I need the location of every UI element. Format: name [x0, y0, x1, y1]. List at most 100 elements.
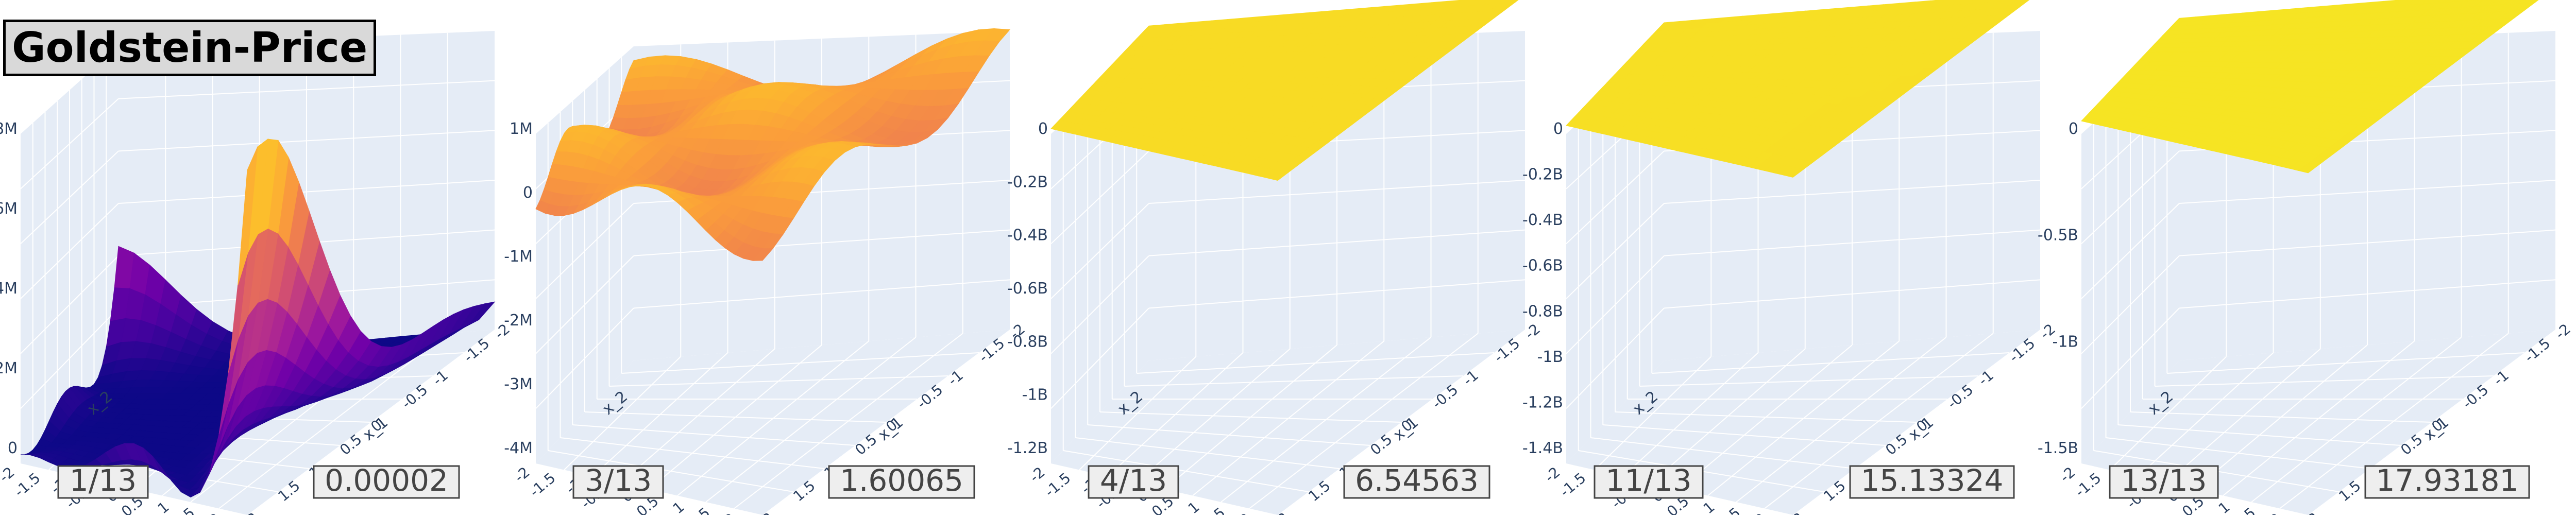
y-tick-label: 1.5 — [1200, 504, 1228, 515]
surface — [535, 28, 1011, 261]
z-tick-label: -1M — [504, 248, 533, 266]
z-tick-label: -1.2B — [1522, 393, 1563, 411]
value-label-box — [2364, 465, 2530, 499]
y-tick-label: 1 — [155, 498, 173, 515]
value-label: 6.54563 — [1343, 463, 1490, 499]
z-tick-label: -0.2B — [1522, 166, 1563, 184]
frame-label-box — [572, 465, 664, 499]
y-tick-label: 1.5 — [1715, 504, 1743, 515]
y-tick-label: 1.5 — [685, 504, 713, 515]
y-tick-label: -2 — [511, 463, 533, 486]
value-label-box — [828, 465, 975, 499]
frame-label-box — [57, 465, 149, 499]
frame-label: 3/13 — [572, 463, 664, 499]
y-tick-label: 1 — [670, 498, 688, 515]
frame-label-box — [1594, 465, 1704, 499]
subplot-4: -1.4B -1.2B -1B -0.8B -0.6B -0.4B -0.2B 0 -2-1.5… — [1522, 0, 2059, 517]
y-tick-label: 1.5 — [2230, 504, 2259, 515]
surface-patch — [1783, 167, 1804, 178]
y-tick-label: -2 — [1026, 463, 1048, 486]
z-tick-label: 0.8M — [0, 120, 18, 138]
z-tick-label: -1.2B — [1007, 439, 1048, 457]
z-tick-label: -1B — [1022, 386, 1048, 404]
surface-patch — [1267, 170, 1289, 181]
z-tick-label: -0.8B — [1007, 333, 1048, 351]
surface-patch — [2298, 163, 2319, 174]
y-tick-label: -2 — [0, 463, 18, 486]
y-tick-label: 2 — [2267, 510, 2285, 515]
value-label-box — [313, 465, 460, 499]
z-tick-label: 1M — [510, 120, 533, 138]
surface-patch — [238, 146, 258, 285]
y-tick-label: 2 — [1236, 510, 1255, 515]
frame-label: 11/13 — [1594, 463, 1704, 499]
z-tick-label: -2M — [504, 312, 533, 330]
value-label: 17.93181 — [2364, 463, 2530, 499]
y-tick-label: 2 — [206, 510, 224, 515]
z-tick-label: -0.4B — [1007, 227, 1048, 245]
y-tick-label: 2 — [1752, 510, 1770, 515]
z-tick-label: -4M — [504, 439, 533, 457]
z-tick-label: 0 — [1553, 120, 1563, 138]
z-tick-label: -3M — [504, 375, 533, 393]
figure-title: Goldstein-Price — [3, 20, 377, 76]
frame-label: 13/13 — [2109, 463, 2219, 499]
surface — [2081, 0, 2539, 174]
z-tick-label: -0.6B — [1522, 257, 1563, 275]
y-tick-label: -1.5 — [1041, 469, 1074, 500]
z-tick-label: -1B — [2053, 333, 2079, 351]
y-tick-label: 1 — [2215, 498, 2233, 515]
frame-label-text: 1/13 — [70, 463, 137, 498]
z-tick-label: -0.6B — [1007, 280, 1048, 298]
z-tick-label: -1.4B — [1522, 439, 1563, 457]
z-tick-label: -0.8B — [1522, 302, 1563, 320]
value-label: 0.00002 — [313, 463, 460, 499]
subplot-1: 00.2M0.4M0.6M0.8M-2-1.5-1-0.500.511.52-2… — [0, 31, 513, 517]
frame-label-text: 13/13 — [2121, 463, 2207, 498]
surface — [1566, 0, 2030, 178]
frame-label: 4/13 — [1088, 463, 1179, 499]
frame-label-box — [2109, 465, 2219, 499]
frame-label-box — [1088, 465, 1179, 499]
subplot-5: -1.5B-1B-0.5B0-2-1.5-1-0.500.511.52-2-1.… — [2038, 0, 2574, 517]
surface-patch — [752, 248, 774, 261]
value-label: 15.13324 — [1849, 463, 2015, 499]
subplot-2: -4M-3M-2M-1M01M-2-1.5-1-0.500.511.52-2-1… — [504, 28, 1028, 517]
value-label-text: 15.13324 — [1861, 463, 2004, 498]
frame-label: 1/13 — [57, 463, 149, 499]
y-tick-label: -2 — [1541, 463, 1564, 486]
z-tick-label: 0 — [523, 184, 533, 202]
y-tick-label: 1.5 — [170, 504, 198, 515]
y-tick-label: -1.5 — [1556, 469, 1589, 500]
z-tick-label: -0.4B — [1522, 211, 1563, 229]
y-tick-label: -2 — [2057, 463, 2079, 486]
value-label-text: 0.00002 — [325, 463, 448, 498]
z-tick-label: 0 — [8, 439, 18, 457]
frame-label-text: 11/13 — [1605, 463, 1691, 498]
z-tick-label: -1.5B — [2038, 439, 2078, 457]
surface — [20, 138, 496, 498]
y-tick-label: 1 — [1700, 498, 1718, 515]
z-tick-label: 0 — [1038, 120, 1048, 138]
value-label-text: 1.60065 — [840, 463, 963, 498]
frame-label-text: 4/13 — [1100, 463, 1167, 498]
y-tick-label: -1.5 — [2072, 469, 2104, 500]
value-label-box — [1849, 465, 2015, 499]
y-tick-label: -1.5 — [526, 469, 558, 500]
value-label-box — [1343, 465, 1490, 499]
frame-label-text: 3/13 — [585, 463, 652, 498]
z-tick-label: -1B — [1537, 348, 1564, 366]
subplot-3: -1.2B-1B-0.8B-0.6B-0.4B-0.2B0-2-1.5-1-0.… — [1007, 0, 1544, 517]
value-label-text: 17.93181 — [2376, 463, 2519, 498]
value-label: 1.60065 — [828, 463, 975, 499]
y-tick-label: -1.5 — [11, 469, 43, 500]
y-tick-label: 2 — [721, 510, 739, 515]
z-tick-label: 0.6M — [0, 200, 18, 218]
value-label-text: 6.54563 — [1355, 463, 1479, 498]
z-tick-label: 0.4M — [0, 280, 18, 298]
y-tick-label: 1 — [1185, 498, 1203, 515]
z-tick-label: -0.5B — [2038, 227, 2078, 245]
z-tick-label: 0.2M — [0, 359, 18, 377]
